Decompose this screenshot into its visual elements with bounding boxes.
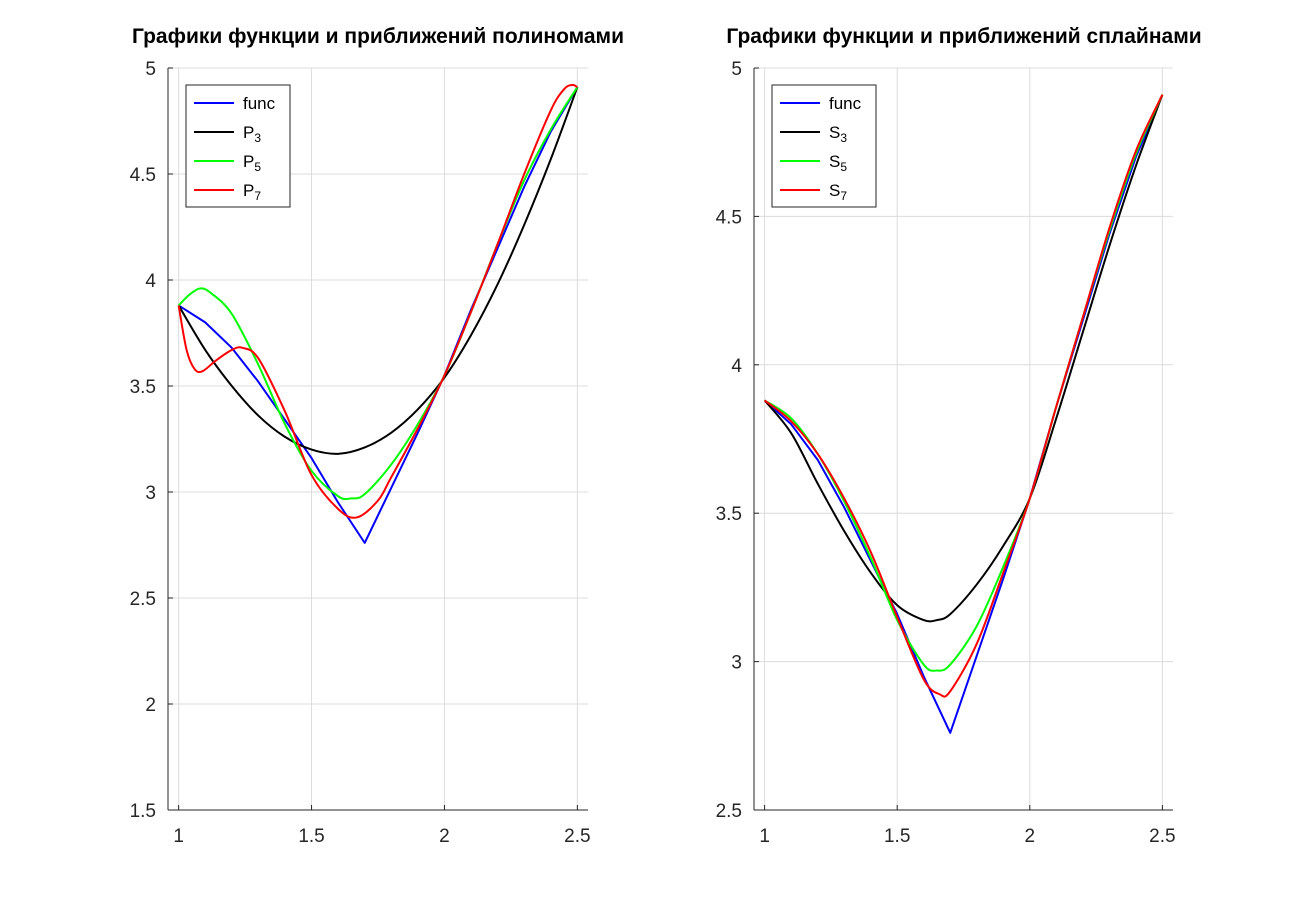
spline-series-s7 bbox=[763, 94, 1164, 698]
polynomial-y-tick-label-5: 4 bbox=[145, 271, 156, 292]
polynomial-chart-title: Графики функции и приближений полиномами bbox=[132, 25, 624, 48]
polynomial-y-tick-label-2: 2.5 bbox=[130, 589, 156, 610]
spline-chart-title: Графики функции и приближений сплайнами bbox=[726, 25, 1201, 48]
polynomial-x-tick-label-2: 2 bbox=[439, 826, 450, 847]
polynomial-x-tick-label-0: 1 bbox=[173, 826, 184, 847]
spline-y-tick-label-4: 4.5 bbox=[716, 207, 742, 228]
polynomial-series bbox=[177, 83, 579, 544]
spline-legend-label-s7: S7 bbox=[829, 181, 847, 203]
spline-x-tick-label-2: 2 bbox=[1025, 826, 1036, 847]
polynomial-axes: 1 1.5 2 2.5 1.5 2 2.5 3 3.5 4 4.5 5 bbox=[130, 59, 591, 847]
spline-x-tick-label-1: 1.5 bbox=[884, 826, 910, 847]
polynomial-x-tick-label-3: 2.5 bbox=[564, 826, 590, 847]
polynomial-y-tick-label-7: 5 bbox=[145, 59, 156, 80]
polynomial-y-tick-label-1: 2 bbox=[145, 695, 156, 716]
polynomial-legend: func P3 P5 P7 bbox=[185, 84, 291, 208]
polynomial-legend-label-p5: P5 bbox=[243, 152, 261, 174]
spline-axes: 1 1.5 2 2.5 2.5 3 3.5 4 4.5 5 bbox=[716, 59, 1176, 847]
polynomial-series-func bbox=[178, 86, 579, 544]
spline-legend-label-func: func bbox=[829, 94, 862, 113]
polynomial-grid bbox=[168, 67, 588, 811]
spline-legend-label-s3: S3 bbox=[829, 123, 847, 145]
spline-y-tick-label-5: 5 bbox=[731, 59, 742, 80]
spline-legend: func S3 S5 S7 bbox=[771, 84, 877, 208]
spline-legend-label-s5: S5 bbox=[829, 152, 847, 174]
polynomial-series-p7 bbox=[177, 83, 578, 519]
spline-series-s3 bbox=[763, 94, 1164, 623]
polynomial-series-p3 bbox=[177, 86, 579, 455]
spline-series-func bbox=[763, 94, 1164, 734]
spline-y-tick-label-3: 4 bbox=[731, 356, 742, 377]
polynomial-legend-box bbox=[185, 84, 291, 208]
spline-grid bbox=[754, 67, 1173, 811]
polynomial-legend-label-func: func bbox=[243, 94, 276, 113]
polynomial-y-tick-label-4: 3.5 bbox=[130, 377, 156, 398]
polynomial-y-tick-label-6: 4.5 bbox=[130, 165, 156, 186]
polynomial-y-tick-label-3: 3 bbox=[145, 483, 156, 504]
polynomial-y-tick-label-0: 1.5 bbox=[130, 801, 156, 822]
spline-legend-box bbox=[771, 84, 877, 208]
polynomial-x-tick-label-1: 1.5 bbox=[298, 826, 324, 847]
polynomial-legend-label-p7: P7 bbox=[243, 181, 261, 203]
spline-y-tick-label-1: 3 bbox=[731, 653, 742, 674]
spline-x-tick-label-3: 2.5 bbox=[1149, 826, 1175, 847]
spline-chart: 1 1.5 2 2.5 2.5 3 3.5 4 4.5 5 func S3 S5 S7 Графики … bbox=[716, 25, 1202, 847]
spline-y-tick-label-0: 2.5 bbox=[716, 801, 742, 822]
spline-y-tick-label-2: 3.5 bbox=[716, 504, 742, 525]
spline-series bbox=[763, 94, 1164, 734]
polynomial-legend-label-p3: P3 bbox=[243, 123, 261, 145]
spline-x-tick-label-0: 1 bbox=[759, 826, 770, 847]
polynomial-chart: 1 1.5 2 2.5 1.5 2 2.5 3 3.5 4 4.5 5 func P3 P5 P7 Граф… bbox=[130, 25, 624, 847]
